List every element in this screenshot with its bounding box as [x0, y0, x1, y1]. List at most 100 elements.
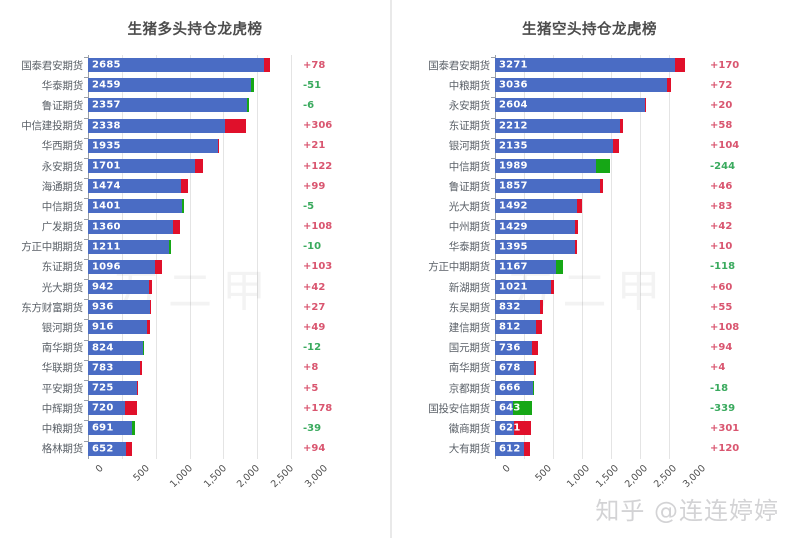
chart-row[interactable]: 华泰期货 1395 +10 [392, 237, 787, 257]
y-tick-mark [491, 77, 495, 79]
chart-row[interactable]: 东证期货 1096 +103 [0, 257, 390, 277]
bar-segment-increase [575, 219, 578, 234]
chart-row[interactable]: 京都期货 666 -18 [392, 378, 787, 398]
bar-track: 725 [84, 378, 291, 398]
stacked-bar[interactable]: 824 [88, 340, 145, 355]
stacked-bar[interactable]: 2459 [88, 78, 255, 93]
chart-row[interactable]: 广发期货 1360 +108 [0, 217, 390, 237]
stacked-bar[interactable]: 2212 [495, 118, 624, 133]
chart-row[interactable]: 平安期货 725 +5 [0, 378, 390, 398]
chart-row[interactable]: 永安期货 1701 +122 [0, 156, 390, 176]
stacked-bar[interactable]: 1492 [495, 199, 582, 214]
bar-segment-position: 916 [88, 320, 147, 335]
chart-row[interactable]: 中州期货 1429 +42 [392, 217, 787, 237]
chart-row[interactable]: 建信期货 812 +108 [392, 317, 787, 337]
stacked-bar[interactable]: 2685 [88, 58, 270, 72]
stacked-bar[interactable]: 725 [88, 381, 139, 395]
chart-row[interactable]: 格林期货 652 +94 [0, 439, 390, 459]
stacked-bar[interactable]: 1167 [495, 259, 563, 274]
chart-row[interactable]: 东方财富期货 936 +27 [0, 297, 390, 317]
stacked-bar[interactable]: 1360 [88, 219, 180, 234]
stacked-bar[interactable]: 916 [88, 320, 150, 335]
stacked-bar[interactable]: 736 [495, 340, 538, 355]
stacked-bar[interactable]: 666 [495, 381, 535, 395]
chart-row[interactable]: 国泰君安期货 3271 +170 [392, 55, 787, 75]
chart-row[interactable]: 光大期货 942 +42 [0, 277, 390, 297]
stacked-bar[interactable]: 1211 [88, 239, 171, 254]
chart-row[interactable]: 鲁证期货 2357 -6 [0, 95, 390, 115]
bar-segment-position: 666 [495, 381, 533, 395]
chart-row[interactable]: 国元期货 736 +94 [392, 338, 787, 358]
bar-segment-increase [674, 58, 685, 72]
x-axis-short: 0 500 1,000 1,500 2,000 2,500 3,000 [392, 459, 787, 503]
chart-row[interactable]: 方正中期期货 1211 -10 [0, 237, 390, 257]
chart-row[interactable]: 中信期货 1401 -5 [0, 196, 390, 216]
stacked-bar[interactable]: 643 [495, 401, 533, 416]
chart-row[interactable]: 永安期货 2604 +20 [392, 95, 787, 115]
stacked-bar[interactable]: 1401 [88, 199, 184, 214]
category-label: 国投安信期货 [428, 402, 490, 415]
bar-segment-position: 2212 [495, 118, 620, 133]
bar-value-label: 1211 [92, 241, 121, 253]
chart-row[interactable]: 徽商期货 621 +301 [392, 418, 787, 438]
bar-value-label: 612 [499, 443, 521, 455]
stacked-bar[interactable]: 1935 [88, 138, 219, 153]
x-tick-label: 0 [93, 462, 106, 475]
stacked-bar[interactable]: 1857 [495, 179, 603, 194]
delta-value-label: +49 [303, 322, 326, 334]
delta-value-label: +83 [710, 200, 733, 212]
stacked-bar[interactable]: 3271 [495, 58, 685, 72]
category-label: 中辉期货 [41, 402, 83, 415]
chart-row[interactable]: 新湖期货 1021 +60 [392, 277, 787, 297]
chart-row[interactable]: 南华期货 678 +4 [392, 358, 787, 378]
chart-row[interactable]: 南华期货 824 -12 [0, 338, 390, 358]
bar-segment-increase [155, 259, 163, 274]
stacked-bar[interactable]: 1096 [88, 259, 163, 274]
stacked-bar[interactable]: 832 [495, 300, 544, 315]
y-tick-mark [84, 117, 88, 119]
stacked-bar[interactable]: 936 [88, 300, 152, 315]
chart-row[interactable]: 银河期货 916 +49 [0, 317, 390, 337]
chart-row[interactable]: 东证期货 2212 +58 [392, 116, 787, 136]
chart-row[interactable]: 中粮期货 3036 +72 [392, 75, 787, 95]
chart-row[interactable]: 中辉期货 720 +178 [0, 398, 390, 418]
stacked-bar[interactable]: 942 [88, 280, 152, 295]
chart-row[interactable]: 中粮期货 691 -39 [0, 418, 390, 438]
bar-track: 942 [84, 277, 291, 297]
stacked-bar[interactable]: 691 [88, 421, 135, 436]
chart-row[interactable]: 方正中期期货 1167 -118 [392, 257, 787, 277]
chart-row[interactable]: 中信期货 1989 -244 [392, 156, 787, 176]
stacked-bar[interactable]: 3036 [495, 78, 672, 93]
chart-row[interactable]: 华泰期货 2459 -51 [0, 75, 390, 95]
stacked-bar[interactable]: 1429 [495, 219, 578, 234]
stacked-bar[interactable]: 720 [88, 401, 137, 416]
stacked-bar[interactable]: 652 [88, 441, 133, 456]
stacked-bar[interactable]: 2357 [88, 98, 249, 113]
chart-row[interactable]: 中信建投期货 2338 +306 [0, 116, 390, 136]
chart-row[interactable]: 东吴期货 832 +55 [392, 297, 787, 317]
delta-value-label: +94 [303, 443, 326, 455]
stacked-bar[interactable]: 1989 [495, 158, 611, 173]
delta-value-label: -5 [303, 200, 315, 212]
chart-row[interactable]: 大有期货 612 +120 [392, 439, 787, 459]
chart-row[interactable]: 国泰君安期货 2685 +78 [0, 55, 390, 75]
chart-row[interactable]: 银河期货 2135 +104 [392, 136, 787, 156]
chart-row[interactable]: 华联期货 783 +8 [0, 358, 390, 378]
chart-row[interactable]: 华西期货 1935 +21 [0, 136, 390, 156]
chart-row[interactable]: 海通期货 1474 +99 [0, 176, 390, 196]
chart-row[interactable]: 鲁证期货 1857 +46 [392, 176, 787, 196]
stacked-bar[interactable]: 1395 [495, 239, 577, 254]
stacked-bar[interactable]: 783 [88, 360, 142, 375]
stacked-bar[interactable]: 621 [495, 421, 531, 436]
stacked-bar[interactable]: 678 [495, 360, 536, 375]
stacked-bar[interactable]: 2338 [88, 118, 247, 133]
chart-row[interactable]: 光大期货 1492 +83 [392, 196, 787, 216]
stacked-bar[interactable]: 812 [495, 320, 543, 335]
chart-row[interactable]: 国投安信期货 643 -339 [392, 398, 787, 418]
stacked-bar[interactable]: 1474 [88, 179, 188, 194]
stacked-bar[interactable]: 2604 [495, 98, 647, 113]
stacked-bar[interactable]: 1021 [495, 280, 555, 295]
stacked-bar[interactable]: 2135 [495, 138, 619, 153]
stacked-bar[interactable]: 1701 [88, 158, 204, 173]
stacked-bar[interactable]: 612 [495, 441, 531, 456]
